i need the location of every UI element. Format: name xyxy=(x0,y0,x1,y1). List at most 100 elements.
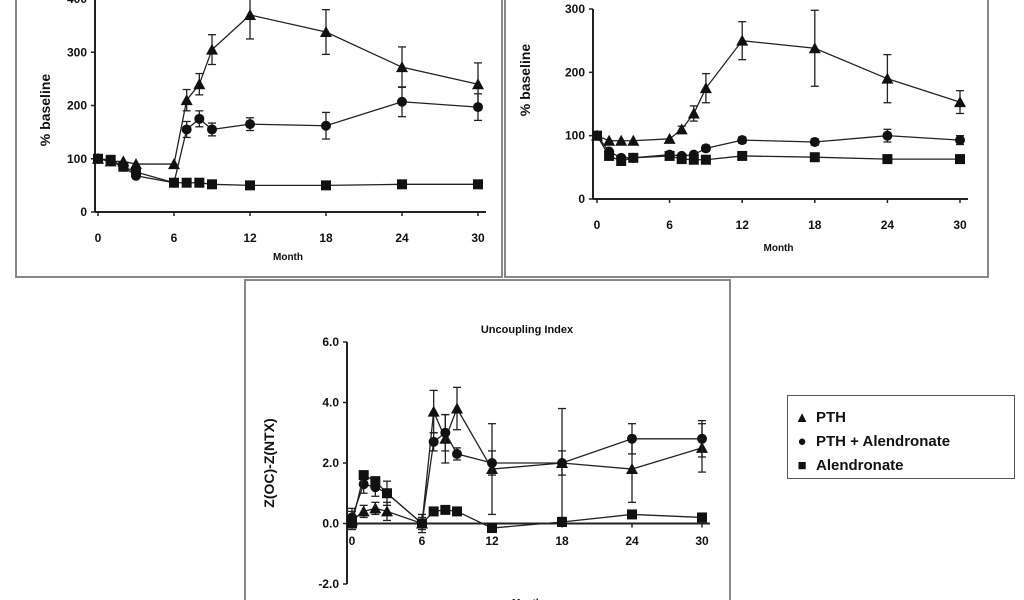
series-pth xyxy=(92,0,484,170)
data-point-triangle xyxy=(736,34,749,46)
data-point-square xyxy=(809,152,820,163)
data-point-circle xyxy=(473,102,483,113)
x-tick-label: 0 xyxy=(349,534,356,548)
data-point-triangle xyxy=(130,158,142,170)
series-line xyxy=(97,158,478,187)
series-alendronate xyxy=(347,470,707,534)
data-point-square xyxy=(428,506,439,517)
data-point-circle xyxy=(627,433,637,444)
data-point-square xyxy=(417,518,427,529)
data-point-square xyxy=(557,516,567,527)
legend-label: PTH xyxy=(816,408,846,426)
y-tick-label: -2.0 xyxy=(318,577,339,591)
data-point-square xyxy=(181,177,192,188)
triangle-marker-icon: ▲ xyxy=(794,408,810,426)
y-tick-label: 0 xyxy=(80,205,87,219)
data-point-triangle xyxy=(180,94,193,106)
series-line xyxy=(596,135,961,159)
data-point-triangle xyxy=(381,505,393,517)
y-tick-label: 100 xyxy=(565,129,585,143)
data-point-triangle xyxy=(699,82,712,94)
data-point-square xyxy=(955,154,965,165)
data-point-triangle xyxy=(244,8,256,20)
data-point-triangle xyxy=(427,405,440,417)
data-point-square xyxy=(370,476,381,487)
x-axis-label: Month xyxy=(512,598,542,600)
legend-item-pth-alendronate: ● PTH + Alendronate xyxy=(794,429,1014,453)
data-point-circle xyxy=(452,448,462,459)
data-point-square xyxy=(604,150,615,161)
data-point-triangle xyxy=(168,158,180,170)
data-point-triangle xyxy=(396,61,408,73)
y-tick-label: 200 xyxy=(565,65,585,79)
series-alendronate xyxy=(592,130,965,166)
x-tick-label: 6 xyxy=(419,534,426,548)
data-point-triangle xyxy=(954,96,966,108)
data-point-circle xyxy=(882,130,893,141)
data-point-square xyxy=(321,180,331,191)
y-tick-label: 4.0 xyxy=(322,396,339,410)
panel-border xyxy=(504,0,989,278)
data-point-circle xyxy=(487,458,497,468)
data-point-square xyxy=(245,180,255,191)
data-point-square xyxy=(688,154,699,165)
y-axis-label: % baseline xyxy=(37,74,53,147)
x-tick-label: 18 xyxy=(555,534,569,548)
series-alendronate xyxy=(93,153,483,191)
data-point-circle xyxy=(557,458,567,468)
data-point-circle xyxy=(697,433,707,444)
data-point-square xyxy=(105,154,116,165)
legend-label: Alendronate xyxy=(816,456,904,474)
series-line xyxy=(351,407,703,525)
chart-panel-3: -2.0 0.0 2.0 4.0 6.0 0 6 12 18 24 30 Month Z(OC)-Z(N… xyxy=(244,279,731,600)
chart-panel-2: 0 100 200 300 0 6 12 18 24 30 Month % baseline xyxy=(504,0,989,278)
y-axis-label: % baseline xyxy=(517,44,533,117)
data-point-circle xyxy=(194,113,205,124)
data-point-triangle xyxy=(357,505,370,517)
x-tick-label: 12 xyxy=(485,534,499,548)
data-point-square xyxy=(382,488,392,499)
data-point-triangle xyxy=(881,72,894,84)
series-pth xyxy=(591,9,966,146)
data-point-circle xyxy=(955,135,965,146)
data-point-circle xyxy=(181,124,192,135)
data-point-square xyxy=(440,504,451,515)
data-point-square xyxy=(397,179,407,190)
data-point-triangle xyxy=(675,123,688,135)
data-point-square xyxy=(169,177,179,188)
data-point-square xyxy=(118,161,129,172)
data-point-square xyxy=(627,509,637,520)
x-tick-label: 12 xyxy=(736,218,750,232)
data-point-triangle xyxy=(320,26,332,38)
data-point-triangle xyxy=(626,463,638,475)
data-point-square xyxy=(616,156,627,166)
data-point-triangle xyxy=(193,78,206,90)
y-axis-label: Z(OC)-Z(NTX) xyxy=(261,418,277,507)
circle-marker-icon: ● xyxy=(797,432,807,450)
x-tick-label: 24 xyxy=(625,534,639,548)
data-point-square xyxy=(358,470,369,481)
data-point-triangle xyxy=(663,132,676,144)
data-point-square xyxy=(131,167,141,178)
series-line xyxy=(97,14,479,165)
data-point-square xyxy=(664,150,675,161)
x-tick-label: 30 xyxy=(471,231,485,245)
y-tick-label: 0.0 xyxy=(322,517,339,531)
data-point-circle xyxy=(440,427,451,438)
x-tick-label: 0 xyxy=(95,231,102,245)
data-point-triangle xyxy=(627,134,640,146)
x-tick-label: 12 xyxy=(243,231,257,245)
y-tick-label: 300 xyxy=(67,45,87,59)
legend-label: PTH + Alendronate xyxy=(816,432,951,450)
x-tick-label: 24 xyxy=(395,231,409,245)
data-point-triangle xyxy=(472,78,484,90)
data-point-square xyxy=(697,512,707,523)
x-tick-label: 30 xyxy=(695,534,709,548)
data-point-square xyxy=(737,150,748,161)
panel-border xyxy=(15,0,503,278)
series-line xyxy=(596,39,961,142)
data-point-square xyxy=(194,177,205,188)
x-tick-label: 18 xyxy=(808,218,822,232)
data-point-triangle xyxy=(451,402,463,414)
